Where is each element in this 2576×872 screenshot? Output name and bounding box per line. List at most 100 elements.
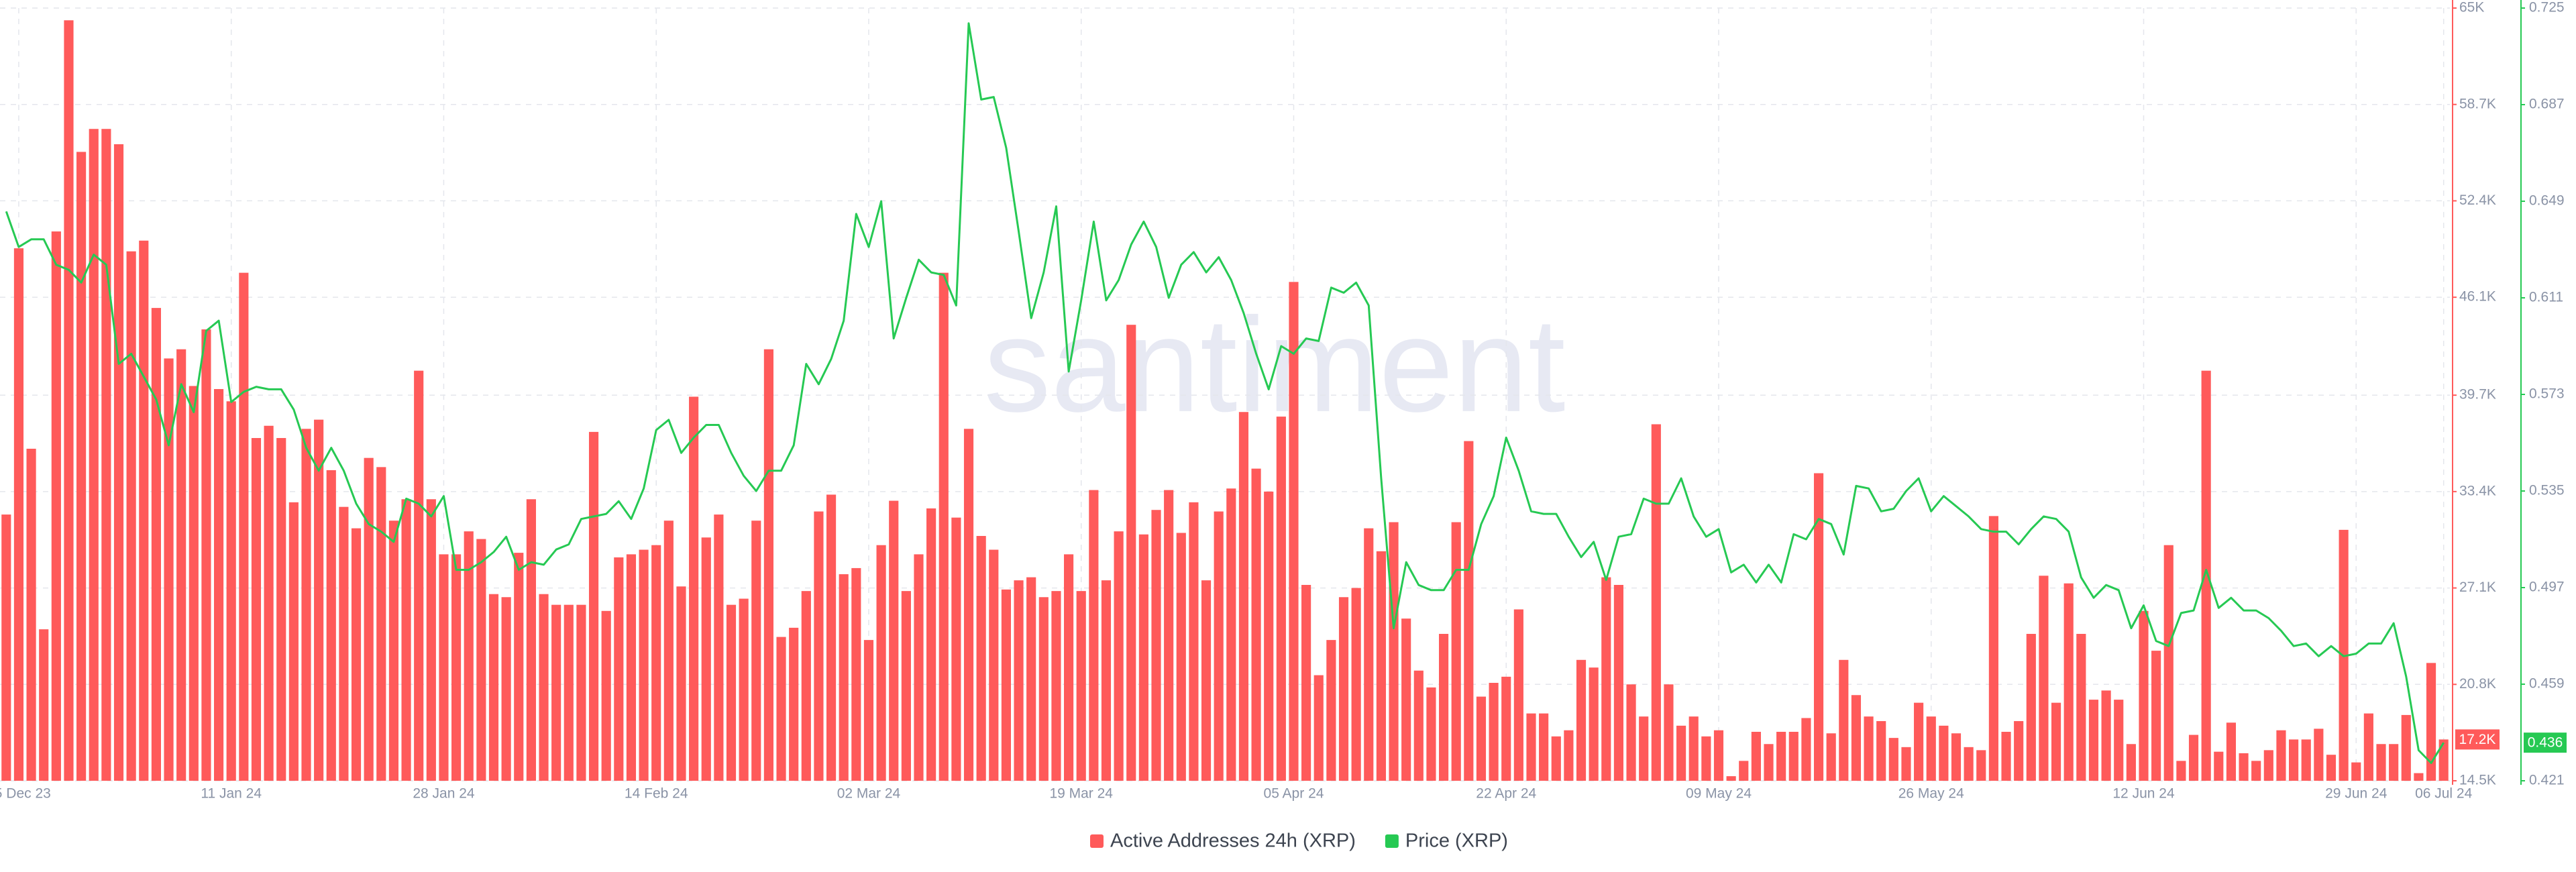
y-tick-label: 33.4K (2459, 483, 2496, 498)
y2-tick-label: 0.687 (2529, 97, 2565, 112)
y2-tick-label: 0.573 (2529, 386, 2565, 402)
bar (1551, 736, 1561, 781)
bar (314, 419, 324, 781)
bar (2326, 755, 2337, 781)
bar (2363, 713, 2373, 781)
bar (339, 506, 349, 781)
bar (1151, 510, 1161, 781)
bar (2051, 702, 2061, 781)
bar (2063, 583, 2074, 781)
current-label: 17.2K (2459, 732, 2496, 747)
bar (2201, 370, 2211, 781)
bar (2076, 634, 2086, 781)
bar (1513, 609, 1523, 781)
bar (1688, 716, 1699, 781)
bar (951, 517, 961, 781)
bar (1626, 684, 1636, 781)
y-tick-label: 52.4K (2459, 193, 2496, 208)
bar (1201, 580, 1212, 781)
bar (1701, 736, 1711, 781)
bar (1526, 713, 1536, 781)
bar (1214, 511, 1224, 781)
bar (901, 591, 911, 781)
bar (401, 499, 411, 781)
bar (801, 591, 811, 781)
bar (514, 553, 524, 781)
x-tick-label: 25 Dec 23 (0, 786, 51, 802)
bar (151, 308, 161, 781)
bar (726, 604, 737, 781)
bar (1964, 747, 1974, 781)
bar (2101, 690, 2111, 781)
bar (301, 429, 311, 781)
current-badge (2524, 732, 2567, 753)
x-tick-label: 12 Jun 24 (2112, 786, 2175, 802)
bar (676, 586, 686, 781)
bar (739, 598, 749, 781)
bar (914, 554, 924, 781)
bar (1164, 490, 1174, 781)
bar (189, 386, 199, 781)
bar (1326, 640, 1336, 781)
y-tick-label: 46.1K (2459, 289, 2496, 305)
bar (1589, 667, 1599, 781)
bar (2351, 762, 2361, 781)
bar (64, 20, 74, 781)
bar (1389, 522, 1399, 781)
bar (176, 349, 186, 781)
bar (1826, 733, 1836, 781)
y-tick-label: 65K (2459, 0, 2484, 15)
bar (464, 531, 474, 781)
bar (488, 594, 499, 781)
bar (1264, 491, 1274, 781)
bar (39, 629, 49, 781)
bar (639, 549, 649, 781)
bar (1613, 585, 1624, 781)
bar (126, 251, 136, 781)
bar (789, 627, 799, 781)
bar (1364, 528, 1374, 781)
bar (276, 438, 286, 781)
bar (2389, 744, 2399, 781)
bar (1476, 696, 1487, 781)
bar (101, 129, 111, 781)
bar (2139, 610, 2149, 781)
bar (2289, 739, 2299, 781)
bar (1076, 591, 1086, 781)
bar (1501, 676, 1511, 781)
bar (2176, 761, 2186, 781)
bar (1489, 683, 1499, 781)
bar (651, 545, 661, 781)
x-tick-label: 09 May 24 (1686, 786, 1752, 802)
x-tick-label: 06 Jul 24 (2415, 786, 2473, 802)
bar (1014, 580, 1024, 781)
bar (751, 521, 761, 781)
bar (1713, 730, 1724, 781)
x-tick-label: 19 Mar 24 (1049, 786, 1113, 802)
bar (2251, 761, 2261, 781)
bar (763, 349, 773, 781)
bar (1951, 733, 1962, 781)
bar (2314, 728, 2324, 781)
y-tick-label: 58.7K (2459, 96, 2496, 111)
bar (1539, 713, 1549, 781)
y2-tick-label: 0.649 (2529, 193, 2565, 209)
bar (2414, 773, 2424, 781)
bar (2376, 744, 2386, 781)
bar (2126, 744, 2136, 781)
bar (476, 539, 486, 781)
x-tick-label: 05 Apr 24 (1264, 786, 1324, 802)
x-tick-label: 29 Jun 24 (2325, 786, 2387, 802)
bar (776, 637, 786, 781)
bar (1301, 585, 1311, 781)
y2-tick-label: 0.725 (2529, 0, 2565, 15)
bar (1226, 488, 1236, 781)
x-tick-label: 14 Feb 24 (625, 786, 688, 802)
bar (1114, 531, 1124, 781)
bar (1639, 716, 1649, 781)
bar (239, 272, 249, 781)
bar (851, 567, 861, 781)
bar (938, 272, 949, 781)
bar (2114, 700, 2124, 781)
